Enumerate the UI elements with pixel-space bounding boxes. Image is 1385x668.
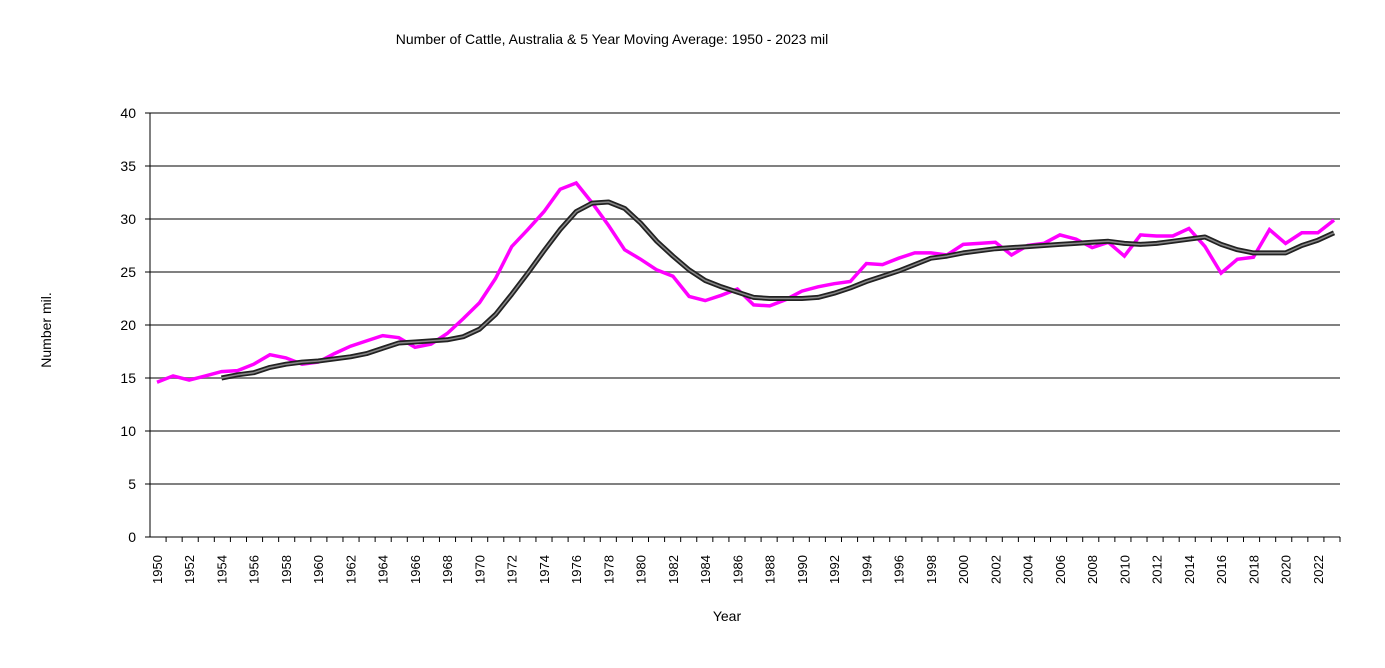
y-tick-label: 15 — [120, 370, 136, 386]
x-tick-label: 2004 — [1021, 555, 1036, 584]
x-tick-label: 1992 — [827, 555, 842, 584]
x-tick-label: 1984 — [698, 555, 713, 584]
x-tick-label: 2020 — [1279, 555, 1294, 584]
x-tick-label: 1954 — [214, 555, 229, 584]
x-tick-label: 1952 — [182, 555, 197, 584]
x-tick-label: 2010 — [1117, 555, 1132, 584]
y-tick-label: 5 — [128, 476, 136, 492]
x-tick-label: 1950 — [150, 555, 165, 584]
x-tick-label: 1982 — [666, 555, 681, 584]
x-tick-label: 1960 — [311, 555, 326, 584]
cattle-number-line — [156, 180, 1336, 384]
y-axis-label: Number mil. — [38, 292, 54, 367]
x-tick-label: 2018 — [1246, 555, 1261, 584]
x-tick-label: 1956 — [247, 555, 262, 584]
x-tick-label: 2012 — [1150, 555, 1165, 584]
x-tick-label: 2006 — [1053, 555, 1068, 584]
x-tick-label: 2022 — [1311, 555, 1326, 584]
x-tick-label: 1966 — [408, 555, 423, 584]
chart-title: Number of Cattle, Australia & 5 Year Mov… — [396, 31, 828, 47]
moving-average-line-outline — [221, 199, 1336, 381]
moving-average-line — [221, 201, 1335, 379]
x-tick-label: 1968 — [440, 555, 455, 584]
y-tick-label: 0 — [128, 529, 136, 545]
x-tick-label: 2016 — [1214, 555, 1229, 584]
x-tick-label: 1962 — [343, 555, 358, 584]
y-tick-label: 30 — [120, 211, 136, 227]
x-tick-label: 1974 — [537, 555, 552, 584]
x-axis-label: Year — [713, 608, 742, 624]
x-tick-label: 1964 — [376, 555, 391, 584]
x-tick-label: 1976 — [569, 555, 584, 584]
y-tick-label: 35 — [120, 158, 136, 174]
x-tick-label: 2014 — [1182, 555, 1197, 584]
x-tick-label: 2002 — [988, 555, 1003, 584]
x-tick-label: 2008 — [1085, 555, 1100, 584]
x-tick-label: 1998 — [924, 555, 939, 584]
x-tick-label: 1978 — [601, 555, 616, 584]
x-tick-label: 1990 — [795, 555, 810, 584]
y-tick-label: 20 — [120, 317, 136, 333]
x-tick-label: 1986 — [730, 555, 745, 584]
x-tick-label: 1994 — [859, 555, 874, 584]
y-tick-label: 25 — [120, 264, 136, 280]
x-tick-label: 1980 — [634, 555, 649, 584]
x-tick-label: 1970 — [472, 555, 487, 584]
x-tick-label: 1996 — [892, 555, 907, 584]
x-tick-label: 2000 — [956, 555, 971, 584]
x-tick-label: 1972 — [505, 555, 520, 584]
y-tick-label: 10 — [120, 423, 136, 439]
x-tick-label: 1958 — [279, 555, 294, 584]
x-tick-label: 1988 — [763, 555, 778, 584]
y-tick-label: 40 — [120, 105, 136, 121]
